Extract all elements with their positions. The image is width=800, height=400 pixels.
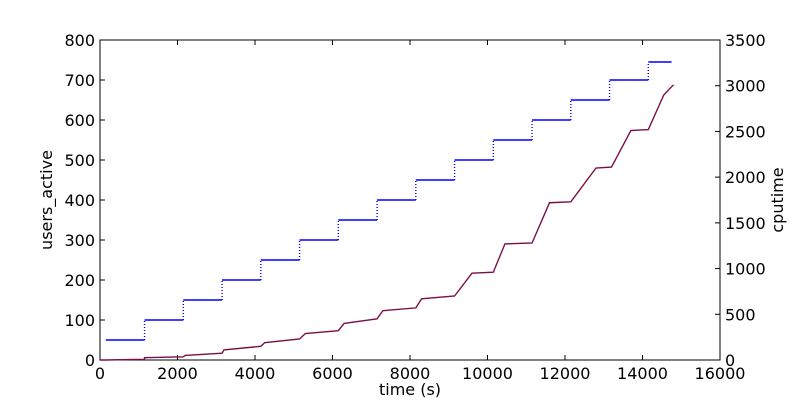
y-axis-left-title: users_active <box>37 150 57 250</box>
y-right-tick-label: 3000 <box>725 77 766 96</box>
x-tick-label: 16000 <box>695 364 746 383</box>
y-left-tick-label: 700 <box>64 71 95 90</box>
series-line <box>100 84 675 361</box>
x-tick-label: 6000 <box>312 364 353 383</box>
y-left-tick-label: 600 <box>64 111 95 130</box>
x-tick-label: 14000 <box>617 364 668 383</box>
y-right-tick-label: 2500 <box>725 122 766 141</box>
y-right-tick-label: 1000 <box>725 260 766 279</box>
y-left-tick-label: 500 <box>64 151 95 170</box>
y-right-tick-label: 1500 <box>725 214 766 233</box>
series-left <box>105 61 672 341</box>
series-right <box>100 84 675 361</box>
y-axis-right-title: cputime <box>768 167 787 232</box>
x-tick-label: 0 <box>95 364 105 383</box>
x-axis-title: time (s) <box>379 380 441 399</box>
y-left-tick-label: 400 <box>64 191 95 210</box>
series-layer <box>100 61 675 361</box>
y-right-tick-label: 0 <box>725 351 735 370</box>
y-axis-right: 0 500 1000 1500 2000 2500 3000 3500 <box>715 31 766 370</box>
x-tick-label: 10000 <box>462 364 513 383</box>
y-right-tick-label: 2000 <box>725 168 766 187</box>
x-tick-label: 12000 <box>540 364 591 383</box>
y-left-tick-label: 800 <box>64 31 95 50</box>
y-left-tick-label: 0 <box>85 351 95 370</box>
x-tick-label: 2000 <box>157 364 198 383</box>
y-axis-left: 0 100 200 300 400 500 600 700 800 <box>64 31 105 370</box>
y-right-tick-label: 3500 <box>725 31 766 50</box>
x-tick-label: 4000 <box>235 364 276 383</box>
y-left-tick-label: 200 <box>64 271 95 290</box>
y-left-tick-label: 100 <box>64 311 95 330</box>
x-tick-label: 8000 <box>390 364 431 383</box>
y-left-tick-label: 300 <box>64 231 95 250</box>
x-axis: 0 2000 4000 6000 8000 10000 12000 14000 16000 <box>95 40 746 383</box>
y-right-tick-label: 500 <box>725 305 756 324</box>
